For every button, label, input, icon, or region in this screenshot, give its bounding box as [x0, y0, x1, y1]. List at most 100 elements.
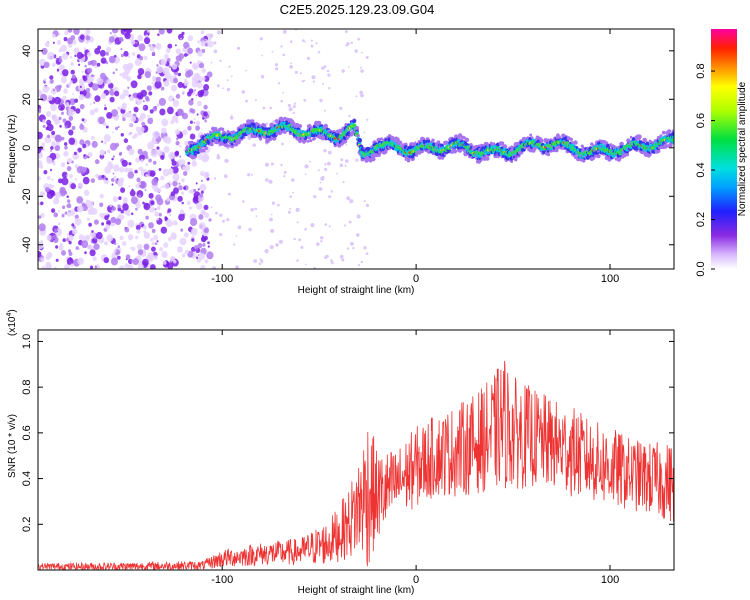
noise-speck	[309, 160, 311, 163]
noise-speck	[349, 199, 354, 204]
noise-blob	[74, 218, 82, 226]
noise-blob	[72, 152, 80, 160]
spectrogram-x-tick-label: 100	[601, 273, 619, 285]
noise-speck	[269, 217, 273, 222]
noise-blob	[130, 39, 136, 45]
noise-speck	[237, 225, 242, 230]
snr-frame	[37, 329, 675, 571]
ridge-point	[667, 129, 672, 134]
ridge-point	[656, 148, 661, 154]
noise-blob	[123, 29, 127, 32]
noise-blob	[200, 40, 206, 47]
noise-blob	[158, 29, 165, 35]
noise-blob	[100, 157, 103, 160]
noise-speck	[270, 213, 273, 216]
noise-blob	[154, 208, 157, 211]
noise-blob	[85, 87, 91, 93]
ridge-point	[648, 153, 652, 157]
noise-blob	[130, 115, 137, 122]
noise-speck	[289, 207, 292, 210]
noise-speck	[245, 99, 248, 103]
noise-blob	[109, 142, 118, 151]
noise-blob	[46, 134, 51, 139]
noise-speck	[216, 153, 220, 157]
noise-blob	[201, 76, 206, 81]
ridge-point	[500, 141, 505, 146]
noise-speck	[318, 187, 323, 191]
noise-blob	[66, 174, 69, 177]
noise-blob	[158, 168, 162, 171]
noise-blob	[178, 33, 184, 41]
noise-blob	[197, 60, 201, 64]
noise-blob	[152, 160, 157, 165]
noise-blob	[130, 80, 138, 89]
noise-speck	[320, 240, 323, 243]
noise-blob	[117, 178, 123, 184]
noise-speck	[252, 143, 256, 147]
ridge-point	[356, 134, 360, 138]
noise-blob	[38, 215, 42, 219]
noise-blob	[108, 36, 115, 43]
noise-blob	[188, 206, 193, 210]
noise-blob	[177, 246, 183, 253]
noise-blob	[68, 137, 76, 145]
noise-speck	[209, 33, 214, 38]
noise-speck	[304, 40, 306, 43]
noise-blob	[120, 133, 125, 137]
noise-blob	[111, 109, 119, 117]
ridge-point	[352, 119, 357, 123]
noise-blob	[95, 173, 99, 178]
ridge-point	[659, 134, 663, 138]
noise-blob	[70, 183, 76, 190]
ridge-point	[313, 137, 317, 140]
noise-speck	[366, 118, 369, 121]
noise-speck	[360, 69, 364, 73]
noise-blob	[119, 151, 123, 155]
noise-blob	[168, 95, 174, 102]
noise-blob	[58, 48, 62, 53]
ridge-point	[510, 160, 514, 164]
noise-blob	[54, 191, 61, 199]
noise-blob	[195, 94, 198, 97]
noise-blob	[85, 35, 91, 41]
noise-blob	[38, 176, 41, 181]
noise-blob	[52, 33, 56, 38]
noise-blob	[61, 214, 65, 218]
noise-blob	[91, 230, 94, 233]
noise-blob	[38, 146, 42, 154]
noise-blob	[68, 115, 74, 121]
noise-blob	[136, 229, 141, 234]
noise-blob	[106, 220, 111, 226]
noise-blob	[69, 55, 73, 59]
noise-speck	[319, 181, 322, 184]
noise-blob	[81, 54, 84, 58]
noise-blob	[128, 148, 135, 156]
noise-blob	[60, 76, 67, 84]
noise-blob	[109, 32, 112, 35]
noise-speck	[304, 164, 309, 169]
noise-blob	[92, 74, 95, 77]
noise-blob	[142, 100, 145, 103]
noise-speck	[210, 206, 213, 209]
ridge-point	[228, 144, 231, 147]
noise-blob	[137, 68, 145, 76]
noise-blob	[183, 80, 189, 87]
noise-blob	[122, 203, 129, 211]
noise-blob	[49, 75, 54, 80]
noise-blob	[135, 41, 138, 44]
ridge-point	[529, 133, 533, 137]
snr-y-exponent: (x104)	[6, 309, 18, 336]
noise-speck	[345, 144, 348, 146]
noise-blob	[120, 214, 125, 220]
noise-blob	[64, 211, 68, 215]
noise-blob	[94, 265, 98, 269]
snr-y-exponent-base: (x10	[7, 316, 18, 336]
ridge-point	[485, 156, 490, 161]
noise-speck	[253, 259, 258, 263]
noise-blob	[167, 43, 173, 49]
noise-blob	[137, 34, 144, 42]
noise-blob	[128, 185, 131, 188]
noise-blob	[132, 52, 136, 56]
noise-blob	[183, 171, 188, 176]
noise-blob	[104, 241, 108, 246]
